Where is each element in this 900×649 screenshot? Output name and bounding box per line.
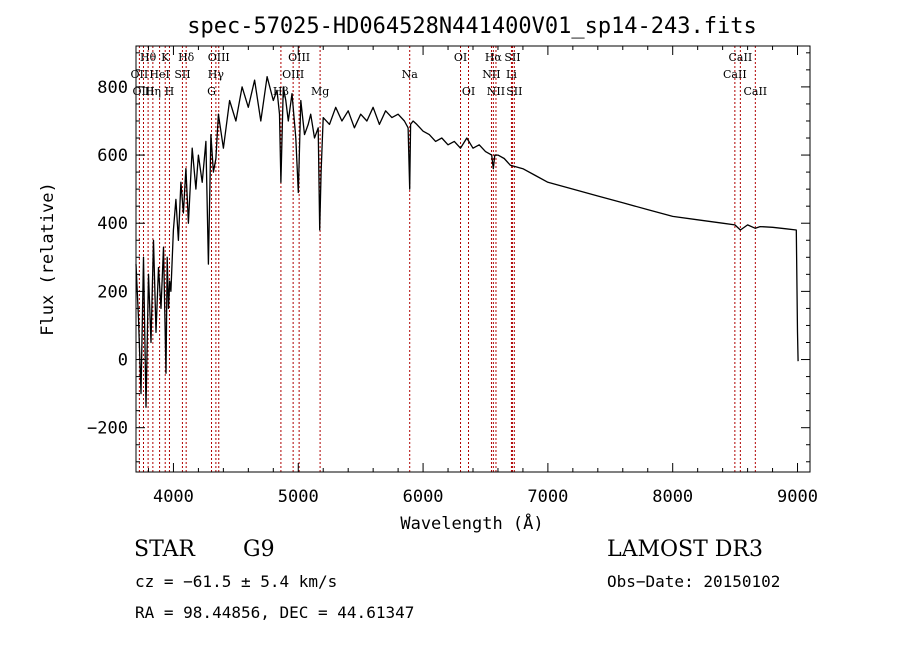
line-label: Hη bbox=[145, 85, 161, 98]
line-label: OIII bbox=[282, 68, 304, 81]
coordinates-readout: RA = 98.44856, DEC = 44.61347 bbox=[135, 603, 415, 622]
object-class: STAR bbox=[134, 537, 195, 562]
x-tick-label: 8000 bbox=[652, 487, 693, 507]
x-axis-ticks: 4000 5000 6000 7000 8000 9000 bbox=[147, 46, 818, 507]
line-label: SII bbox=[504, 51, 520, 64]
line-label: OIII bbox=[132, 85, 154, 98]
x-tick-label: 9000 bbox=[777, 487, 818, 507]
line-label: Li bbox=[506, 68, 517, 81]
line-label: SII bbox=[174, 68, 190, 81]
line-label: Hδ bbox=[178, 51, 195, 64]
y-tick-label: 0 bbox=[118, 351, 128, 371]
x-tick-label: 6000 bbox=[403, 487, 444, 507]
line-label: H bbox=[165, 85, 175, 98]
line-label: NII bbox=[487, 85, 505, 98]
y-tick-label: −200 bbox=[87, 419, 128, 439]
line-label: HeI bbox=[149, 68, 169, 81]
line-label: OIII bbox=[288, 51, 310, 64]
line-label: OII bbox=[131, 68, 149, 81]
line-label: G bbox=[207, 85, 216, 98]
line-label: CaII bbox=[729, 51, 753, 64]
redshift-readout: cz = −61.5 ± 5.4 km/s bbox=[135, 572, 338, 591]
x-tick-label: 7000 bbox=[527, 487, 568, 507]
object-subclass: G9 bbox=[243, 537, 275, 562]
line-label: OIII bbox=[208, 51, 230, 64]
observation-date: Obs−Date: 20150102 bbox=[607, 572, 781, 591]
y-axis-label: Flux (relative) bbox=[38, 182, 58, 336]
line-label: Hγ bbox=[208, 68, 225, 81]
x-axis-label: Wavelength (Å) bbox=[400, 512, 543, 534]
line-label: Na bbox=[402, 68, 419, 81]
line-label: NII bbox=[482, 68, 500, 81]
line-label: Hα bbox=[485, 51, 503, 64]
plot-frame bbox=[135, 45, 811, 473]
line-label: SII bbox=[506, 85, 522, 98]
y-tick-label: 800 bbox=[97, 78, 128, 98]
spectrum-series bbox=[135, 76, 799, 408]
line-label: OI bbox=[454, 51, 467, 64]
y-tick-label: 400 bbox=[97, 214, 128, 234]
series-line-spectrum bbox=[135, 76, 799, 408]
chart-title: spec-57025-HD064528N441400V01_sp14-243.f… bbox=[187, 14, 757, 39]
spectral-line-markers bbox=[138, 46, 756, 472]
y-tick-label: 600 bbox=[97, 146, 128, 166]
line-label: CaII bbox=[723, 68, 747, 81]
x-tick-label: 5000 bbox=[278, 487, 319, 507]
x-tick-label: 4000 bbox=[153, 487, 194, 507]
survey-name: LAMOST DR3 bbox=[607, 537, 763, 562]
line-label: OI bbox=[462, 85, 475, 98]
y-axis-ticks: −200 0 200 400 600 800 bbox=[87, 52, 810, 463]
line-label: K bbox=[161, 51, 170, 64]
y-tick-label: 200 bbox=[97, 282, 128, 302]
line-label: Mg bbox=[311, 85, 329, 98]
line-label: CaII bbox=[743, 85, 767, 98]
line-label: Hθ bbox=[140, 51, 157, 64]
